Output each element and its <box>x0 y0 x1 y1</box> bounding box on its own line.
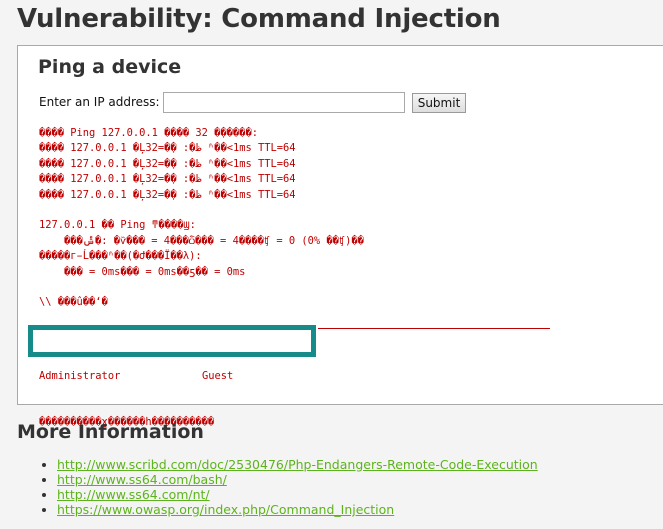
output-line: ���ݰ�: �ѷ��� = 4���ѽ��� = 4����ʧ = 0 (0%… <box>39 234 364 247</box>
output-line: ��� = 0ms��� = 0ms��ƽ�� = 0ms <box>39 265 246 278</box>
list-item: https://www.owasp.org/index.php/Command_… <box>57 502 538 517</box>
ip-address-label: Enter an IP address: <box>39 95 160 109</box>
list-item: http://www.ss64.com/nt/ <box>57 487 538 502</box>
user-account-guest: Guest <box>202 369 234 382</box>
output-line: ���� 127.0.0.1 �Ļظ�: �ֽ�=32 ʱ��<1ms TTL=… <box>39 157 296 170</box>
command-output: ���� Ping 127.0.0.1 ���� 32 �ֽ�����: ���… <box>39 126 364 311</box>
reference-link[interactable]: http://www.ss64.com/bash/ <box>57 472 227 487</box>
more-info-list: http://www.scribd.com/doc/2530476/Php-En… <box>40 457 538 517</box>
more-info-heading: More Information <box>17 421 204 443</box>
output-line: 127.0.0.1 �� Ping ͳ����Ϣ: <box>39 219 196 232</box>
output-line: \\ ���û��ʻ� <box>39 296 108 309</box>
output-line: ���� 127.0.0.1 �Ļظ�: �ֽ�=32 ʱ��<1ms TTL=… <box>39 188 296 201</box>
reference-link[interactable]: https://www.owasp.org/index.php/Command_… <box>57 502 395 517</box>
user-accounts-output: Administrator Guest ����������ɣ������һ���… <box>39 338 233 461</box>
user-account-administrator: Administrator <box>39 369 121 382</box>
output-line: ���� 127.0.0.1 �Ļظ�: �ֽ�=32 ʱ��<1ms TTL=… <box>39 142 296 155</box>
output-line: ����������ɣ������һ���������� <box>39 416 215 429</box>
list-item: http://www.scribd.com/doc/2530476/Php-En… <box>57 457 538 472</box>
output-separator <box>318 328 550 329</box>
output-line: ���� Ping 127.0.0.1 ���� 32 �ֽ�����: <box>39 127 258 139</box>
reference-link[interactable]: http://www.ss64.com/nt/ <box>57 487 210 502</box>
ping-heading: Ping a device <box>38 56 182 78</box>
page-title: Vulnerability: Command Injection <box>17 4 501 34</box>
ip-address-input[interactable] <box>163 92 405 113</box>
list-item: http://www.ss64.com/bash/ <box>57 472 538 487</box>
vulnerable-code-area: Ping a device Enter an IP address: Submi… <box>17 45 663 428</box>
output-line: �����г̵Ĺ���ʱ��(�Ժ���Ϊ��λ): <box>39 250 202 263</box>
user-accounts-row: Administrator Guest <box>39 369 233 384</box>
submit-button[interactable]: Submit <box>412 93 466 113</box>
output-line: ���� 127.0.0.1 �Ļظ�: �ֽ�=32 ʱ��<1ms TTL=… <box>39 173 296 186</box>
reference-link[interactable]: http://www.scribd.com/doc/2530476/Php-En… <box>57 457 538 472</box>
